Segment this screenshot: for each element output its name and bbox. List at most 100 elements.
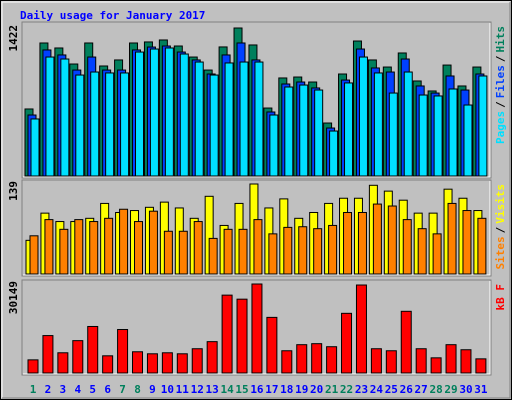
- legend-separator: /: [494, 101, 507, 108]
- bar: [344, 82, 354, 177]
- bar: [387, 205, 397, 275]
- bar: [178, 230, 188, 275]
- bar: [74, 219, 84, 275]
- y-tick-label: 1422: [7, 25, 20, 52]
- bar: [433, 95, 443, 177]
- bar: [326, 346, 338, 374]
- bar: [75, 74, 85, 177]
- bar: [477, 217, 487, 275]
- bar: [89, 221, 99, 275]
- bar: [44, 219, 54, 275]
- bar: [268, 233, 278, 275]
- bar: [388, 92, 398, 177]
- y-tick-label: 139: [7, 181, 20, 201]
- bar: [313, 228, 323, 275]
- bar: [239, 61, 249, 177]
- bar: [117, 329, 129, 374]
- bar: [358, 56, 368, 177]
- x-tick-label: 15: [235, 383, 248, 396]
- bar: [148, 210, 158, 275]
- legend-entry: Visits: [494, 184, 507, 224]
- bar: [343, 211, 353, 275]
- bar: [104, 217, 114, 275]
- bar: [161, 352, 173, 374]
- legend-entry: Files: [494, 65, 507, 98]
- bar: [164, 47, 174, 177]
- x-tick-label: 24: [370, 383, 384, 396]
- bar: [298, 226, 308, 275]
- bar: [224, 62, 234, 177]
- x-tick-label: 22: [340, 383, 353, 396]
- bar: [194, 61, 204, 177]
- bar: [463, 104, 473, 177]
- bar: [238, 228, 248, 275]
- x-tick-label: 30: [459, 383, 472, 396]
- bar: [299, 84, 309, 177]
- bar: [357, 211, 367, 275]
- legend-entry: Sites: [494, 236, 507, 269]
- bar: [102, 355, 114, 374]
- legend-entry: kB F: [494, 284, 507, 311]
- legend: Sites / Visits: [494, 184, 507, 270]
- bar: [72, 340, 84, 374]
- x-tick-label: 26: [400, 383, 414, 396]
- bar: [385, 350, 397, 374]
- legend: Pages / Files / Hits: [494, 26, 507, 144]
- x-tick-label: 25: [385, 383, 398, 396]
- x-tick-label: 13: [206, 383, 219, 396]
- bar: [341, 312, 353, 374]
- bar: [328, 224, 338, 275]
- bar: [403, 71, 413, 177]
- bar: [370, 348, 382, 374]
- x-tick-label: 1: [30, 383, 37, 396]
- x-tick-label: 12: [191, 383, 204, 396]
- bar: [163, 230, 173, 275]
- legend-separator: /: [494, 226, 507, 233]
- x-tick-label: 19: [295, 383, 308, 396]
- bar: [281, 350, 293, 374]
- x-tick-label: 31: [474, 383, 488, 396]
- x-tick-label: 28: [429, 383, 442, 396]
- bar: [59, 228, 69, 275]
- x-tick-label: 29: [444, 383, 457, 396]
- x-tick-label: 6: [104, 383, 111, 396]
- x-tick-label: 14: [220, 383, 234, 396]
- x-tick-label: 18: [280, 383, 293, 396]
- bar: [208, 237, 218, 275]
- bar: [90, 71, 100, 177]
- x-tick-label: 2: [45, 383, 52, 396]
- bar: [87, 325, 99, 374]
- bar: [191, 348, 203, 374]
- bar: [400, 310, 412, 374]
- bar: [462, 210, 472, 275]
- bar: [57, 352, 69, 374]
- bar: [119, 208, 129, 275]
- bar: [60, 58, 70, 177]
- bar: [448, 88, 458, 177]
- chart-title: Daily usage for January 2017: [20, 9, 205, 22]
- bar: [266, 316, 278, 374]
- bar: [206, 341, 218, 374]
- x-tick-label: 5: [89, 383, 96, 396]
- x-tick-label: 16: [250, 383, 264, 396]
- x-tick-label: 17: [265, 383, 278, 396]
- bar: [430, 357, 442, 374]
- legend-entry: Hits: [494, 26, 507, 53]
- bar: [236, 298, 248, 374]
- x-tick-label: 10: [161, 383, 174, 396]
- x-tick-label: 9: [149, 383, 156, 396]
- bar: [42, 335, 54, 374]
- bar: [251, 283, 263, 374]
- panel-bevel: [23, 281, 491, 375]
- bar: [478, 75, 488, 177]
- x-tick-label: 8: [134, 383, 141, 396]
- bar: [415, 348, 427, 374]
- x-tick-label: 27: [415, 383, 428, 396]
- bar: [311, 343, 323, 374]
- bar: [29, 235, 39, 275]
- bar: [447, 202, 457, 275]
- bar: [209, 74, 219, 177]
- bar: [254, 61, 264, 177]
